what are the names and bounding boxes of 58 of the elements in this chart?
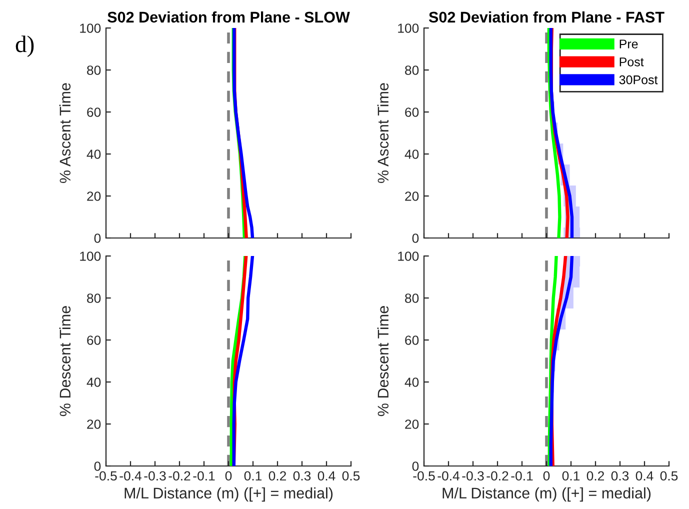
y-tick-label: 80 [405,294,419,303]
y-tick-label: 20 [87,192,101,201]
y-tick-label: 20 [405,420,419,429]
x-tick-label: 0.4 [636,471,654,481]
y-tick-label: 20 [87,420,101,429]
x-tick-label: 0 [225,471,232,481]
y-tick-label: 40 [86,150,101,159]
y-tick-label: 100 [80,24,101,33]
x-axis-title: M/L Distance (m) ([+] = medial) [124,487,333,502]
x-tick-label: -0.3 [144,471,166,481]
y-tick-label: 0 [94,462,101,471]
y-tick-label: 60 [405,336,419,345]
y-tick-label: 20 [405,192,419,201]
x-tick-label: 0.3 [293,471,311,481]
y-axis-title: % Ascent Time [377,83,389,183]
x-tick-label: -0.2 [168,471,190,481]
x-axis-title: M/L Distance (m) ([+] = medial) [442,487,651,502]
y-tick-label: 100 [398,24,419,33]
y-tick-label: 80 [87,66,101,75]
x-tick-label: 0.4 [318,471,336,481]
y-tick-label: 0 [412,462,419,471]
y-tick-label: 60 [87,108,101,117]
x-tick-label: 0.5 [342,471,360,481]
x-tick-label: 0.1 [562,471,580,481]
y-tick-label: 40 [86,378,101,387]
y-tick-label: 60 [405,108,419,117]
legend-label: Pre [620,40,638,48]
x-tick-label: -0.5 [95,471,117,481]
x-tick-label: -0.1 [193,471,215,481]
y-tick-label: 40 [404,378,419,387]
y-tick-label: 80 [87,294,101,303]
legend-label: Post [620,58,644,66]
text: d) [16,36,34,58]
y-tick-label: 0 [412,234,419,243]
y-tick-label: 80 [405,66,419,75]
y-tick-label: 100 [80,252,101,261]
x-tick-label: -0.5 [413,471,435,481]
x-tick-label: 0.3 [611,471,629,481]
y-axis-title: % Descent Time [59,306,71,416]
x-tick-label: -0.1 [511,471,533,481]
y-axis-title: % Descent Time [377,306,389,416]
y-axis-title: % Ascent Time [59,83,71,183]
y-tick-label: 0 [94,234,101,243]
x-tick-label: 0.5 [660,471,678,481]
x-tick-label: -0.2 [486,471,508,481]
y-tick-label: 60 [87,336,101,345]
y-tick-label: 100 [398,252,419,261]
legend-label: 30Post [619,75,658,84]
chart-title: S02 Deviation from Plane - FAST [428,11,664,23]
x-tick-label: 0 [543,471,550,481]
x-tick-label: -0.4 [120,471,142,481]
x-tick-label: 0.2 [586,471,604,481]
x-tick-label: -0.4 [438,471,460,481]
x-tick-label: 0.1 [244,471,262,481]
chart-title: S02 Deviation from Plane - SLOW [108,11,350,23]
y-tick-label: 40 [404,150,419,159]
x-tick-label: 0.2 [268,471,286,481]
x-tick-label: -0.3 [462,471,484,481]
